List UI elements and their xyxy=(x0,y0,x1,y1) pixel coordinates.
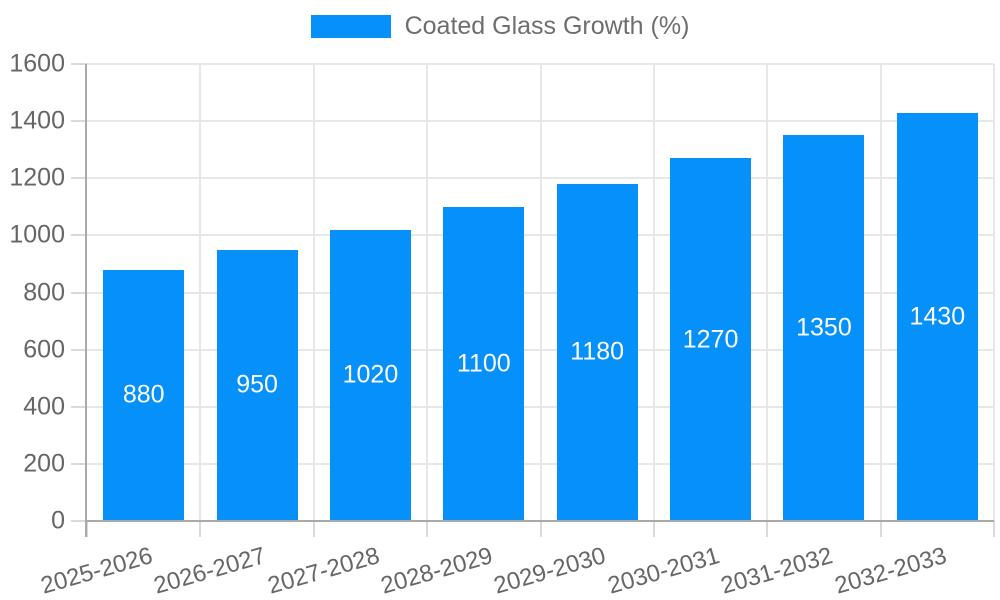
bar[interactable] xyxy=(896,112,978,521)
y-tick-mark xyxy=(71,520,87,522)
x-tick-mark xyxy=(539,521,542,537)
y-axis-tick-label: 1000 xyxy=(9,220,65,249)
gridline-vertical xyxy=(539,64,542,521)
x-axis-tick-label: 2030-2031 xyxy=(604,542,723,600)
gridline-vertical xyxy=(766,64,769,521)
x-axis-tick-label: 2031-2032 xyxy=(718,542,836,600)
x-tick-mark xyxy=(199,521,202,537)
x-tick-mark xyxy=(652,521,655,537)
gridline-vertical xyxy=(312,64,315,521)
bar-value-label: 880 xyxy=(122,380,165,409)
y-axis-line xyxy=(85,64,87,537)
y-axis-tick-label: 200 xyxy=(23,449,65,478)
y-tick-mark xyxy=(71,291,87,294)
bar-value-label: 1350 xyxy=(796,313,852,342)
y-tick-mark xyxy=(71,63,87,65)
x-tick-mark xyxy=(766,521,769,537)
y-tick-mark xyxy=(71,177,87,180)
y-axis-tick-label: 600 xyxy=(23,335,65,364)
x-axis-tick-label: 2026-2027 xyxy=(151,542,269,600)
x-tick-mark xyxy=(86,521,88,537)
gridline-vertical xyxy=(993,64,995,521)
legend[interactable]: Coated Glass Growth (%) xyxy=(0,14,1000,39)
legend-label: Coated Glass Growth (%) xyxy=(404,12,690,40)
x-tick-mark xyxy=(312,521,315,537)
x-axis-tick-label: 2032-2033 xyxy=(831,542,950,600)
y-axis-tick-label: 800 xyxy=(23,278,65,306)
y-tick-mark xyxy=(71,462,87,465)
y-tick-mark xyxy=(71,234,87,237)
y-axis-tick-label: 400 xyxy=(23,392,65,421)
y-tick-mark xyxy=(71,405,87,408)
bar[interactable] xyxy=(670,158,752,521)
legend-swatch xyxy=(310,15,391,38)
x-axis-tick-label: 2028-2029 xyxy=(377,542,496,600)
y-axis-tick-label: 1400 xyxy=(9,106,65,135)
x-axis-line xyxy=(87,520,994,522)
bar-value-label: 950 xyxy=(236,370,278,399)
bar-value-label: 1270 xyxy=(682,325,739,354)
x-tick-mark xyxy=(879,521,882,537)
y-axis-tick-label: 0 xyxy=(51,506,65,535)
x-tick-mark xyxy=(993,521,995,537)
y-tick-mark xyxy=(71,348,87,351)
bar-value-label: 1180 xyxy=(570,337,625,366)
bar[interactable] xyxy=(103,269,185,521)
bar[interactable] xyxy=(783,135,865,521)
bar[interactable] xyxy=(329,229,411,521)
bar-value-label: 1100 xyxy=(456,349,511,378)
bar-value-label: 1430 xyxy=(909,302,966,331)
x-axis-tick-label: 2027-2028 xyxy=(264,542,383,600)
x-axis-tick-label: 2025-2026 xyxy=(37,542,156,600)
gridline-vertical xyxy=(199,64,202,521)
gridline-vertical xyxy=(652,64,655,521)
y-axis-tick-label: 1600 xyxy=(9,49,65,78)
y-axis-tick-label: 1200 xyxy=(9,163,65,192)
gridline-vertical xyxy=(879,64,882,521)
gridline-vertical xyxy=(426,64,429,521)
bar[interactable] xyxy=(556,183,638,521)
y-tick-mark xyxy=(71,120,87,123)
x-axis-tick-label: 2029-2030 xyxy=(491,542,610,600)
bar[interactable] xyxy=(443,206,525,521)
bar-value-label: 1020 xyxy=(342,360,399,389)
bar[interactable] xyxy=(216,249,298,521)
x-tick-mark xyxy=(426,521,429,537)
